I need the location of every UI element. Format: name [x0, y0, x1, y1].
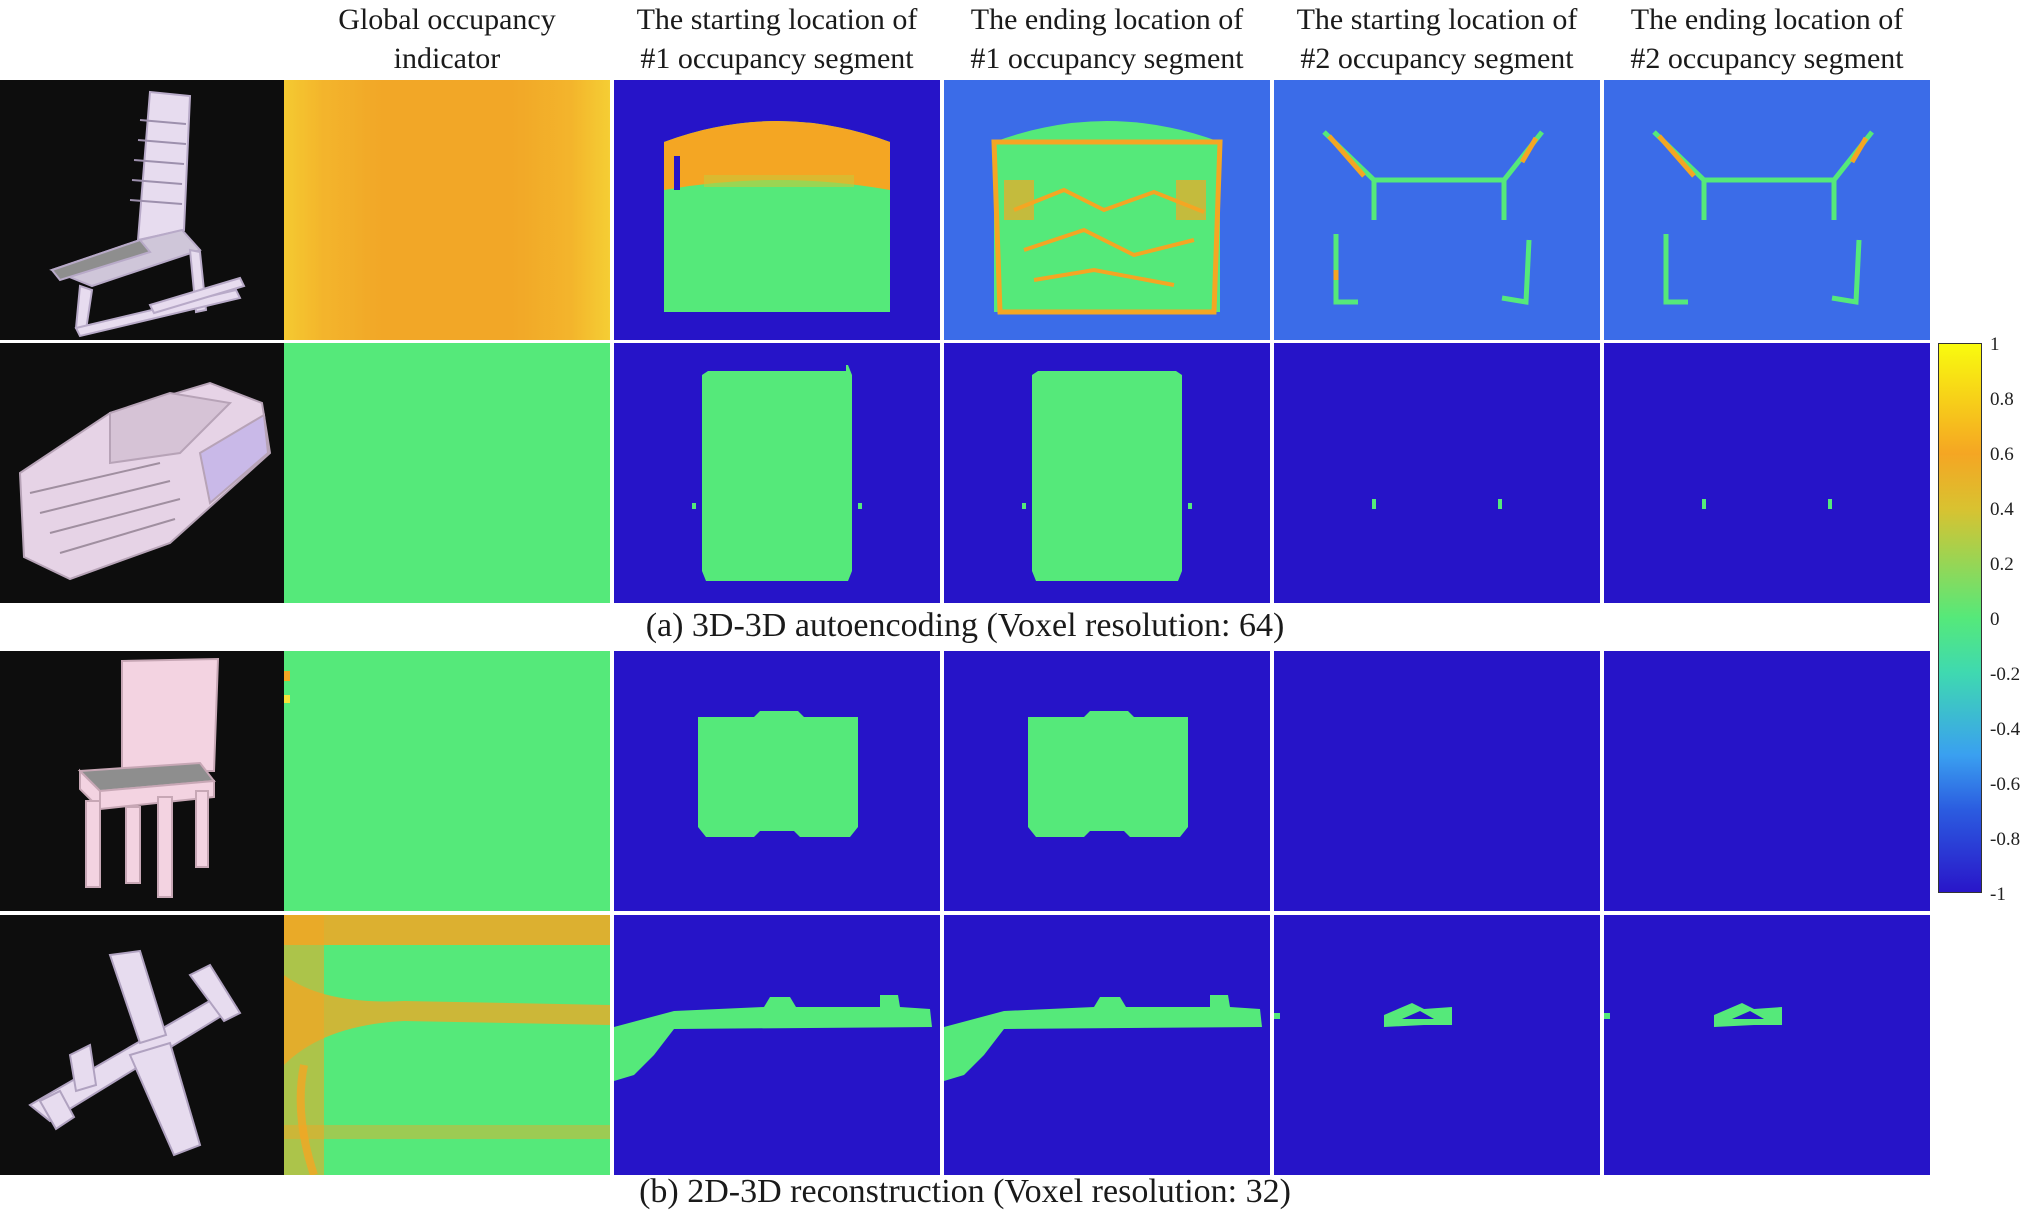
colorbar: [1938, 343, 1982, 893]
row4-start-seg1-map: [614, 915, 940, 1175]
column-header-line1: The ending location of: [970, 3, 1244, 36]
caption-b: (b) 2D-3D reconstruction (Voxel resoluti…: [639, 1173, 1291, 1210]
row3-start-seg2-map: [1274, 651, 1600, 911]
row1-end-seg2-map: [1604, 80, 1930, 340]
row3-end-seg1-map: [944, 651, 1270, 911]
row1-object-render-chair: [0, 80, 284, 340]
caption-a: (a) 3D-3D autoencoding (Voxel resolution…: [645, 607, 1285, 644]
row1-start-seg2-map: [1274, 80, 1600, 340]
row4-end-seg1-map: [944, 915, 1270, 1175]
row2-end-seg1-map: [944, 343, 1270, 603]
column-header-line2: indicator: [393, 42, 501, 75]
column-header-line2: #1 occupancy segment: [640, 42, 914, 75]
colorbar-tick: 1: [1990, 334, 2000, 355]
column-header-line1: Global occupancy: [338, 3, 556, 36]
row2-global-occupancy-map: [284, 343, 610, 603]
colorbar-tick: -0.6: [1990, 774, 2021, 795]
column-header-line2: #1 occupancy segment: [970, 42, 1244, 75]
row2-object-render-car: [0, 343, 284, 603]
colorbar-tick: 0.6: [1990, 444, 2014, 465]
colorbar-tick: -1: [1990, 884, 2006, 905]
row4-global-occupancy-map: [284, 915, 610, 1175]
row2-start-seg2-map: [1274, 343, 1600, 603]
column-header-line1: The starting location of: [636, 3, 918, 36]
colorbar-tick: 0: [1990, 609, 2000, 630]
column-header-line2: #2 occupancy segment: [1630, 42, 1904, 75]
column-header-line1: The ending location of: [1630, 3, 1904, 36]
column-header-start-seg2: The starting location of #2 occupancy se…: [1272, 0, 1602, 78]
column-header-global-occupancy: Global occupancy indicator: [282, 0, 612, 78]
row4-start-seg2-map: [1274, 915, 1600, 1175]
row1-end-seg1-map: [944, 80, 1270, 340]
row4-object-render-airplane: [0, 915, 284, 1175]
column-header-end-seg1: The ending location of #1 occupancy segm…: [942, 0, 1272, 78]
row3-end-seg2-map: [1604, 651, 1930, 911]
row3-global-occupancy-map: [284, 651, 610, 911]
column-header-line2: #2 occupancy segment: [1300, 42, 1574, 75]
colorbar-tick: -0.8: [1990, 829, 2021, 850]
column-header-end-seg2: The ending location of #2 occupancy segm…: [1602, 0, 1932, 78]
colorbar-tick: 0.8: [1990, 389, 2014, 410]
colorbar-tick: -0.4: [1990, 719, 2021, 740]
row3-start-seg1-map: [614, 651, 940, 911]
colorbar-tick: -0.2: [1990, 664, 2021, 685]
column-header-line1: The starting location of: [1296, 3, 1578, 36]
row1-global-occupancy-map: [284, 80, 610, 340]
row1-start-seg1-map: [614, 80, 940, 340]
colorbar-tick: 0.2: [1990, 554, 2014, 575]
column-header-start-seg1: The starting location of #1 occupancy se…: [612, 0, 942, 78]
row2-end-seg2-map: [1604, 343, 1930, 603]
colorbar-tick: 0.4: [1990, 499, 2014, 520]
row4-end-seg2-map: [1604, 915, 1930, 1175]
row3-object-render-chair: [0, 651, 284, 911]
row2-start-seg1-map: [614, 343, 940, 603]
